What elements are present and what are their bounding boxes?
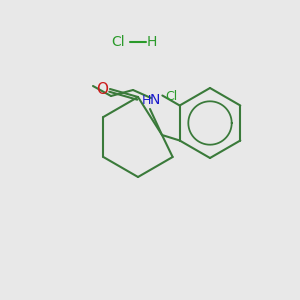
Text: O: O [96,82,108,97]
Text: H: H [147,35,157,49]
Text: H: H [141,94,151,106]
Text: Cl: Cl [111,35,125,49]
Text: Cl: Cl [165,90,178,103]
Text: N: N [150,93,160,107]
